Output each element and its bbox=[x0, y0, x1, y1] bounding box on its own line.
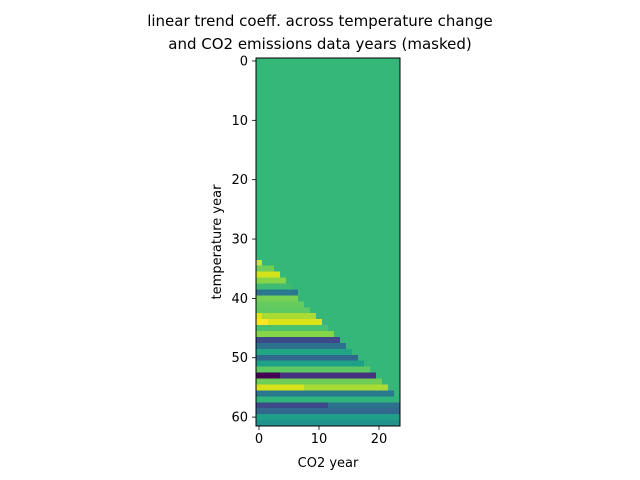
heatmap-cell bbox=[256, 342, 346, 350]
heatmap-cell bbox=[256, 408, 400, 415]
heatmap-cell bbox=[256, 283, 292, 290]
heatmap-cell bbox=[262, 289, 298, 296]
x-tick-label: 20 bbox=[371, 432, 388, 447]
y-tick-label: 50 bbox=[231, 351, 248, 366]
y-tick-label: 10 bbox=[231, 114, 248, 129]
heatmap-cell bbox=[328, 402, 400, 409]
heatmap-cell bbox=[256, 265, 274, 272]
heatmap-cell bbox=[256, 396, 400, 403]
heatmap-cell bbox=[256, 319, 268, 326]
y-tick-label: 30 bbox=[231, 233, 248, 248]
heatmap-cell bbox=[256, 301, 304, 308]
heatmap-cell bbox=[256, 313, 262, 320]
heatmap-cell bbox=[256, 289, 262, 296]
chart-title-line-2: and CO2 emissions data years (masked) bbox=[168, 35, 472, 53]
heatmap-cell bbox=[256, 384, 304, 391]
heatmap-cell bbox=[256, 325, 328, 332]
heatmap-cell bbox=[256, 348, 352, 356]
heatmap-cell bbox=[256, 372, 280, 379]
chart-title-line-1: linear trend coeff. across temperature c… bbox=[147, 12, 493, 30]
x-tick-label: 10 bbox=[311, 432, 328, 447]
y-tick-label: 0 bbox=[240, 54, 248, 69]
y-tick-label: 40 bbox=[231, 292, 248, 307]
heatmap-cell bbox=[256, 271, 280, 278]
heatmap-cell bbox=[262, 313, 316, 320]
heatmap-cell bbox=[256, 402, 328, 409]
heatmap-cell bbox=[280, 372, 376, 379]
heatmap-cell bbox=[256, 414, 400, 421]
heatmap-cell bbox=[256, 390, 394, 397]
plot-frame bbox=[255, 57, 401, 427]
heatmap-cell bbox=[256, 259, 262, 267]
heatmap-cell bbox=[256, 295, 298, 302]
x-axis-label: CO2 year bbox=[298, 456, 359, 471]
heatmap-cell bbox=[256, 354, 358, 362]
heatmap-cell bbox=[304, 384, 388, 391]
y-tick-label: 20 bbox=[231, 173, 248, 188]
y-axis-label: temperature year bbox=[210, 184, 225, 300]
heatmap-cell bbox=[256, 360, 364, 367]
y-tick-label: 60 bbox=[231, 411, 248, 426]
heatmap-cell bbox=[256, 307, 310, 314]
heatmap-cell bbox=[256, 366, 370, 373]
heatmap-cell bbox=[256, 378, 382, 385]
heatmap-cell bbox=[256, 336, 340, 344]
heatmap-cell bbox=[268, 319, 322, 326]
heatmap-cell bbox=[256, 331, 334, 338]
heatmap-cell bbox=[256, 277, 286, 284]
heatmap-cell bbox=[256, 420, 400, 427]
x-tick-label: 0 bbox=[255, 432, 263, 447]
